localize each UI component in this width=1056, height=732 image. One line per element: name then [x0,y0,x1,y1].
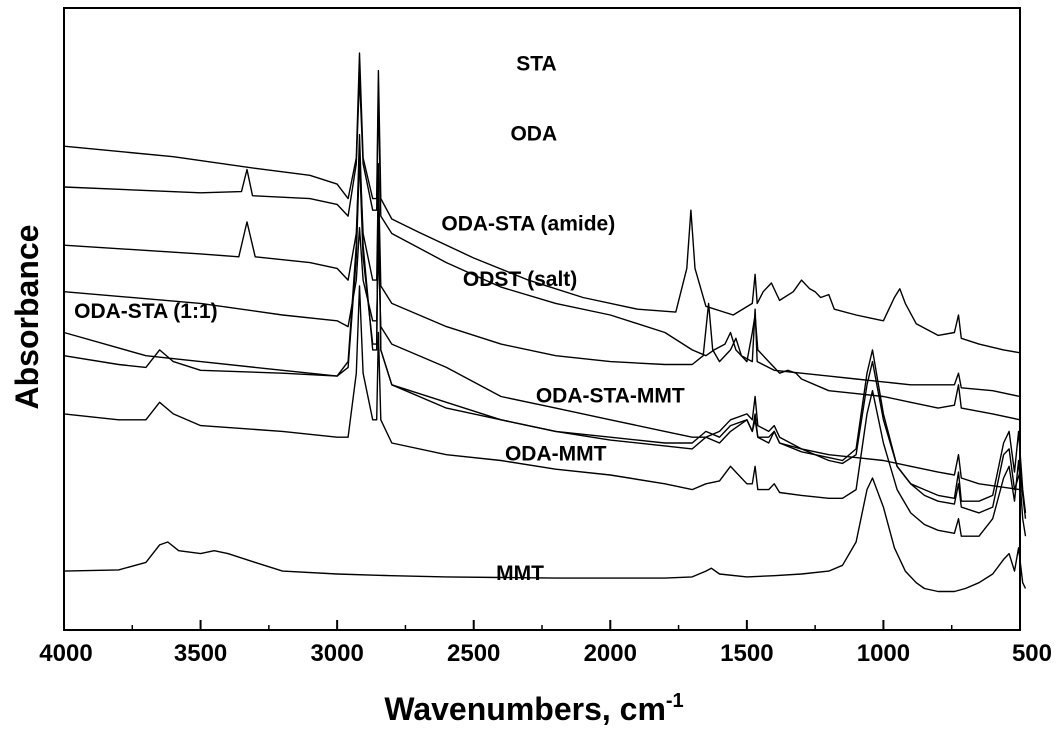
series-line-2 [63,151,1021,398]
x-tick-label-3000: 3000 [310,640,363,667]
series-line-0 [63,52,1021,354]
series-label-6: ODA-MMT [505,443,607,466]
series-line-6 [63,285,1027,537]
series-line-7 [63,477,1027,593]
series-layer [63,52,1027,593]
x-tick-label-500: 500 [1012,640,1052,667]
x-tick-label-2000: 2000 [584,640,637,667]
series-label-5: ODA-STA-MMT [536,384,685,407]
series-label-4: ODA-STA (1:1) [74,300,218,323]
x-tick-label-1500: 1500 [720,640,773,667]
series-label-1: ODA [510,122,557,145]
x-tick-label-2500: 2500 [447,640,500,667]
series-label-0: STA [516,53,556,76]
series-label-7: MMT [496,562,544,585]
x-tick-label-4000: 4000 [39,640,92,667]
series-labels: STA ODA ODA-STA (amide) ODST (salt) ODA-STA … [74,53,685,585]
series-label-2: ODA-STA (amide) [441,213,615,236]
series-label-3: ODST (salt) [463,268,577,291]
x-tick-label-1000: 1000 [857,640,910,667]
y-axis-title: Absorbance [9,225,45,410]
x-tick-label-3500: 3500 [174,640,227,667]
series-line-5 [63,133,1027,513]
x-axis-title: Wavenumbers, cm-1 [384,690,683,727]
x-axis-ticks: 4000 3500 3000 2500 2000 1500 1000 500 [39,620,1052,667]
